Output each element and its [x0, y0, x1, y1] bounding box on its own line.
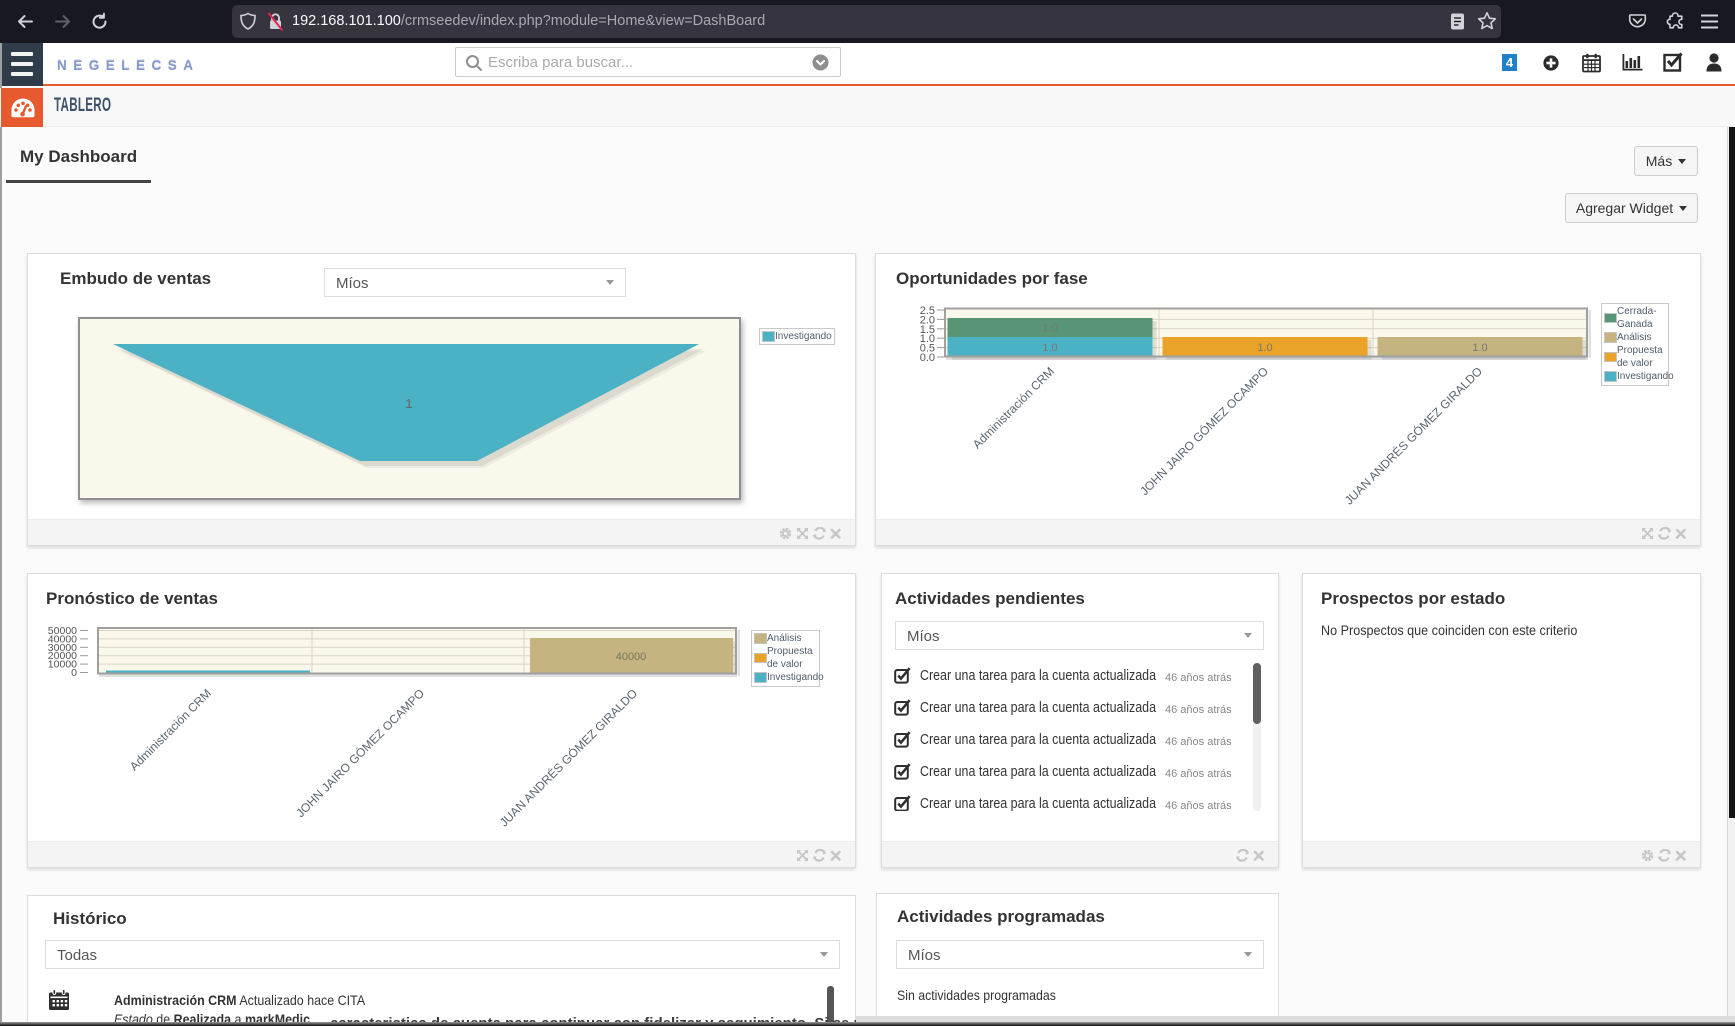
svg-text:1: 1: [405, 396, 412, 411]
